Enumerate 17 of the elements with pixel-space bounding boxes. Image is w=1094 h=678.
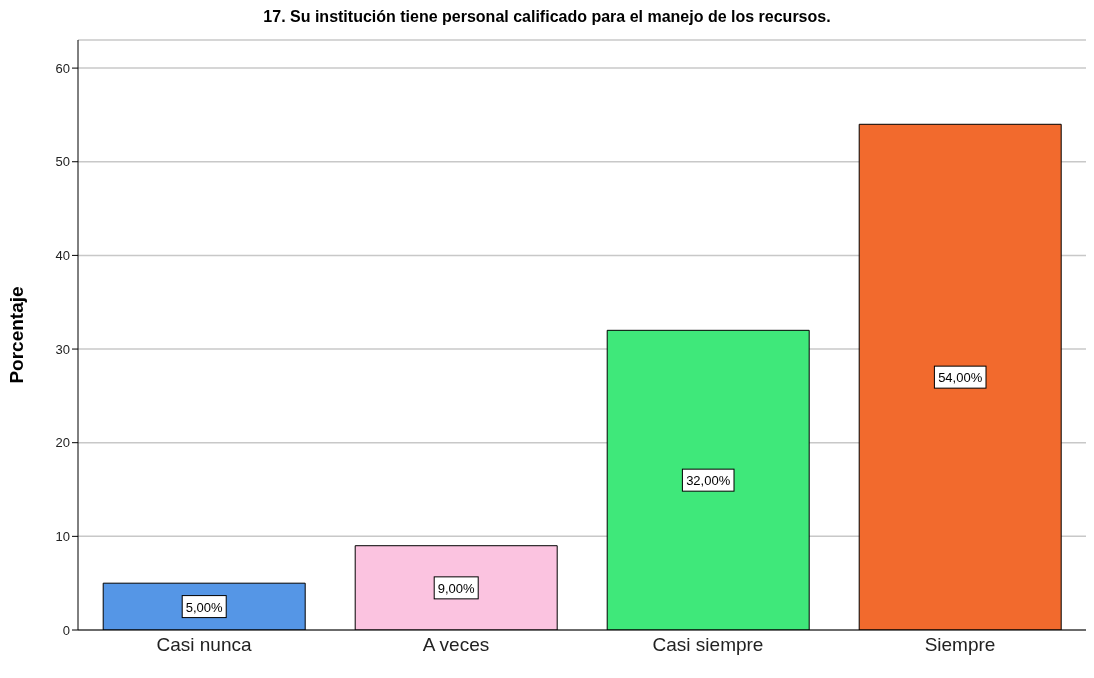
y-tick-label: 50 — [55, 154, 70, 170]
y-axis-title: Porcentaje — [5, 286, 27, 384]
x-tick-label: Casi siempre — [652, 634, 764, 656]
x-tick-label: A veces — [422, 634, 490, 656]
x-tick-label: Siempre — [924, 634, 996, 656]
y-tick-label: 30 — [55, 341, 70, 357]
data-label: 54,00% — [938, 370, 983, 386]
data-label: 32,00% — [686, 473, 731, 489]
data-label: 5,00% — [185, 599, 224, 615]
y-tick-label: 60 — [55, 60, 70, 76]
data-label: 9,00% — [437, 580, 476, 596]
chart-title: 17. Su institución tiene personal calificado para el manejo de los recursos. — [262, 8, 832, 27]
y-tick-label: 10 — [55, 528, 70, 544]
x-tick-label: Casi nunca — [156, 634, 252, 656]
y-tick-label: 40 — [55, 248, 70, 264]
y-tick-label: 0 — [62, 622, 70, 638]
y-tick-label: 20 — [55, 435, 70, 451]
